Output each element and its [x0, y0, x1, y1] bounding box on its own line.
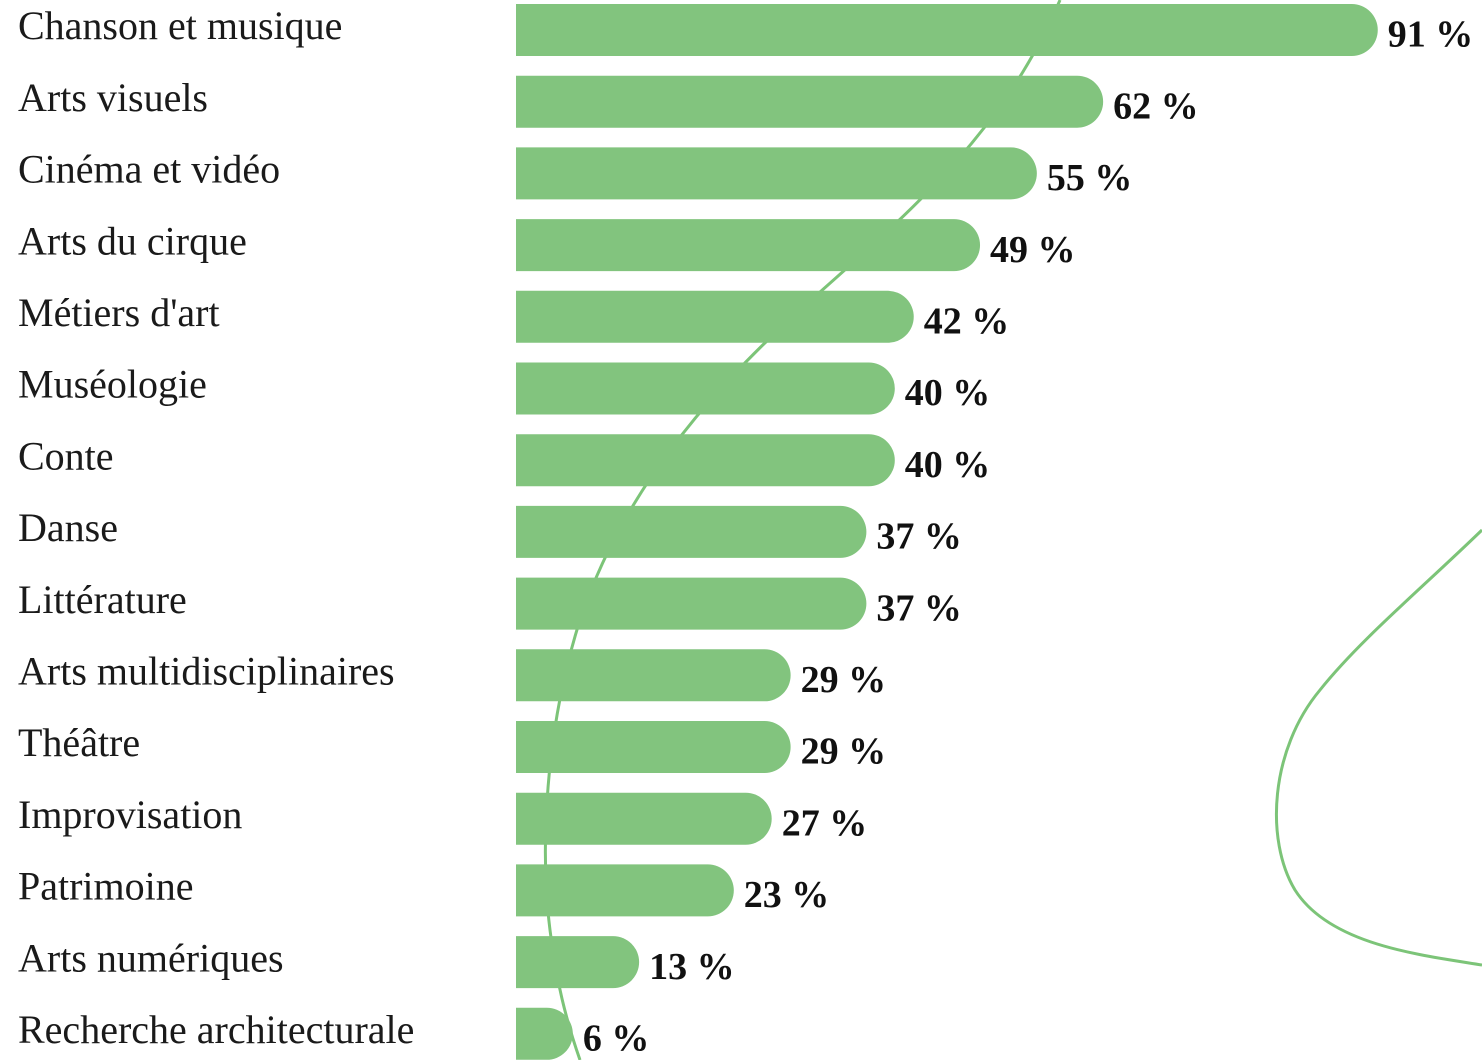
bar [516, 721, 791, 773]
bar [516, 362, 895, 415]
bar [516, 434, 895, 487]
category-label: Littérature [18, 577, 187, 622]
category-label: Patrimoine [18, 864, 194, 909]
bar [516, 936, 640, 989]
value-label: 55 % [1047, 157, 1133, 199]
value-label: 42 % [924, 301, 1010, 343]
value-label: 37 % [876, 516, 962, 558]
bar [516, 505, 867, 558]
bar [516, 4, 1378, 56]
bar [516, 792, 772, 845]
category-label: Arts du cirque [18, 218, 247, 263]
category-label: Chanson et musique [18, 3, 342, 48]
value-label: 40 % [905, 372, 991, 414]
category-label: Cinéma et vidéo [18, 147, 280, 192]
bar [516, 577, 867, 630]
category-label: Muséologie [18, 362, 207, 407]
value-label: 27 % [782, 802, 868, 844]
category-label: Arts numériques [18, 935, 284, 980]
bar [516, 290, 914, 343]
category-label: Métiers d'art [18, 290, 220, 335]
value-label: 6 % [583, 1018, 650, 1060]
bar [516, 864, 734, 917]
value-label: 62 % [1113, 85, 1199, 127]
category-label: Théâtre [18, 720, 140, 765]
bar [516, 219, 981, 272]
category-label: Conte [18, 433, 114, 478]
category-label: Arts multidisciplinaires [18, 648, 395, 693]
value-label: 29 % [801, 731, 887, 773]
value-label: 23 % [744, 874, 830, 916]
bar [516, 1007, 573, 1060]
bar [516, 147, 1037, 200]
category-label: Recherche architecturale [18, 1007, 414, 1052]
bar [516, 75, 1104, 128]
category-label: Improvisation [18, 792, 242, 837]
value-label: 49 % [990, 229, 1076, 271]
category-label: Danse [18, 505, 118, 550]
value-label: 37 % [876, 587, 962, 629]
bar [516, 649, 791, 702]
value-label: 91 % [1388, 14, 1474, 56]
value-label: 13 % [649, 946, 735, 988]
value-label: 29 % [801, 659, 887, 701]
value-label: 40 % [905, 444, 991, 486]
decorative-loop [1275, 528, 1482, 967]
category-label: Arts visuels [18, 75, 208, 120]
